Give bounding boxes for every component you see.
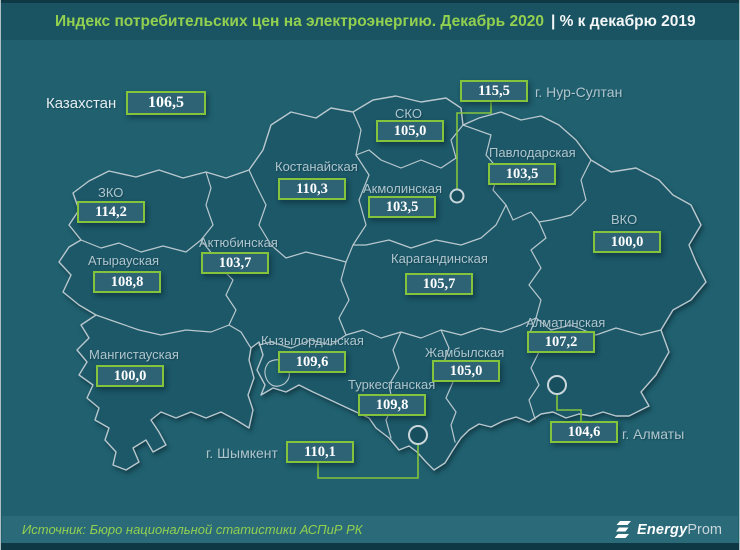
city-marker-nur-sultan [449, 188, 465, 204]
region-label-turkestan: Туркестанская [348, 377, 436, 392]
country-label: Казахстан [46, 95, 117, 112]
kazakhstan-landmass [58, 95, 707, 471]
source-note: Источник: Бюро национальной статистики А… [22, 522, 363, 537]
page-title: Индекс потребительских цен на электроэне… [55, 12, 544, 30]
connector-almaty [556, 394, 582, 421]
city-value-nur-sultan: 115,5 [460, 80, 528, 102]
region-value-mangystau: 100,0 [96, 365, 164, 387]
region-value-zhambyl: 105,0 [432, 360, 500, 382]
logo-text: EnergyProm [636, 521, 722, 538]
city-marker-almaty [547, 375, 567, 395]
region-label-karaganda: Карагандинская [391, 251, 488, 266]
region-value-pavlodar: 103,5 [488, 163, 556, 185]
title-bar: Индекс потребительских цен на электроэне… [1, 3, 739, 40]
region-value-almaty-region: 107,2 [527, 331, 595, 353]
region-value-kostanay: 110,3 [278, 178, 346, 200]
region-label-zko: ЗКО [98, 185, 124, 200]
kazakhstan-outline [58, 95, 707, 471]
city-markers [408, 188, 567, 445]
connector-nur-sultan [456, 102, 492, 189]
region-label-kostanay: Костанайская [275, 159, 358, 174]
region-value-kyzylorda: 109,6 [278, 351, 346, 373]
region-label-vko: ВКО [611, 212, 638, 227]
region-value-atyrau: 108,8 [93, 271, 161, 293]
region-label-akmola: Акмолинская [363, 181, 443, 196]
region-value-aktobe: 103,7 [201, 252, 269, 274]
region-label-aktobe: Актюбинская [199, 235, 278, 250]
region-label-sko: СКО [395, 106, 422, 121]
region-label-pavlodar: Павлодарская [489, 145, 576, 160]
region-label-mangystau: Мангистауская [89, 347, 179, 362]
region-value-turkestan: 109,8 [358, 394, 426, 416]
city-connectors [317, 102, 582, 479]
city-label-almaty: г. Алматы [622, 426, 685, 442]
region-label-almaty-region: Алматинская [526, 315, 606, 330]
region-borders [80, 111, 662, 443]
region-label-zhambyl: Жамбылская [425, 345, 505, 360]
city-value-almaty: 104,6 [550, 421, 618, 443]
top-border-strip [1, 0, 739, 3]
region-value-akmola: 103,5 [368, 196, 436, 218]
footer-bar: Источник: Бюро национальной статистики А… [2, 516, 738, 543]
region-label-atyrau: Атырауская [88, 253, 160, 268]
city-marker-shymkent [408, 425, 428, 445]
city-value-shymkent: 110,1 [286, 441, 354, 463]
country-value: 106,5 [126, 91, 206, 115]
page-subtitle: | % к декабрю 2019 [550, 12, 696, 30]
energyprom-logo: EnergyProm [614, 520, 722, 540]
bottom-border-strip [1, 543, 739, 550]
region-value-vko: 100,0 [593, 231, 661, 253]
region-value-zko: 114,2 [77, 201, 145, 223]
region-value-sko: 105,0 [376, 120, 444, 142]
region-label-kyzylorda: Кызылординская [261, 333, 364, 348]
city-label-nur-sultan: г. Нур-Султан [535, 84, 623, 100]
region-value-karaganda: 105,7 [405, 273, 473, 295]
connector-shymkent [317, 445, 419, 479]
energyprom-icon [614, 520, 631, 538]
city-label-shymkent: г. Шымкент [206, 445, 278, 461]
